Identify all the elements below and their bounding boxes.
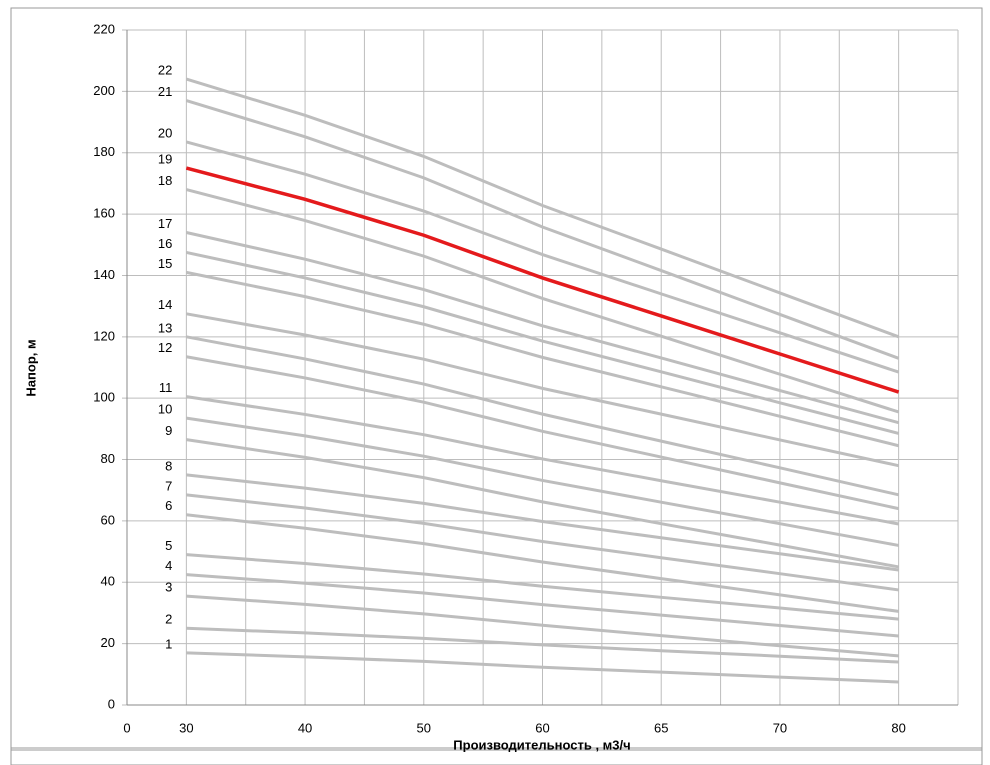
series-line	[186, 626, 899, 664]
y-tick-label: 180	[93, 144, 115, 159]
series-line	[185, 188, 900, 414]
y-tick-label: 200	[93, 83, 115, 98]
y-tick-label: 60	[101, 512, 115, 527]
x-tick-label: 40	[298, 720, 312, 735]
y-tick-label: 100	[93, 390, 115, 405]
y-tick-label: 20	[101, 635, 115, 650]
series-label: 8	[165, 458, 172, 473]
series-label: 17	[158, 216, 172, 231]
series-line	[186, 553, 899, 621]
series-line	[186, 513, 899, 613]
series-line	[186, 231, 900, 425]
series-label: 20	[158, 125, 172, 140]
series-label: 9	[165, 423, 172, 438]
series-label: 1	[165, 636, 172, 651]
series-label: 6	[165, 498, 172, 513]
y-tick-label: 120	[93, 328, 115, 343]
series-line	[186, 438, 899, 569]
y-tick-label: 220	[93, 21, 115, 36]
series-label: 10	[158, 402, 172, 417]
x-tick-label: 70	[773, 720, 787, 735]
series-label: 12	[158, 340, 172, 355]
y-tick-label: 140	[93, 267, 115, 282]
series-line	[186, 270, 900, 448]
series-line	[186, 312, 899, 468]
y-tick-label: 80	[101, 451, 115, 466]
x-tick-label: 50	[417, 720, 431, 735]
series-label: 4	[165, 558, 172, 573]
y-axis-title: Напор, м	[23, 339, 38, 396]
series-line	[186, 395, 899, 526]
series-line	[185, 77, 900, 339]
chart-frame	[10, 7, 983, 751]
y-tick-label: 0	[108, 696, 115, 711]
x-tick-label: 0	[123, 720, 130, 735]
series-label: 7	[165, 478, 172, 493]
series-label: 22	[158, 63, 172, 78]
series-label: 5	[165, 538, 172, 553]
x-tick-label: 80	[891, 720, 905, 735]
series-label: 19	[158, 152, 172, 167]
x-axis-title: Производительность , м3/ч	[453, 737, 630, 752]
series-label: 21	[158, 84, 172, 99]
series-line	[186, 335, 899, 497]
x-tick-label: 30	[179, 720, 193, 735]
series-line	[185, 140, 900, 374]
series-label: 15	[158, 256, 172, 271]
series-label: 18	[158, 173, 172, 188]
series-label: 3	[165, 580, 172, 595]
series-line	[186, 355, 899, 511]
series-line	[186, 651, 899, 684]
series-label: 14	[158, 297, 172, 312]
series-line	[186, 573, 899, 638]
series-label: 11	[159, 380, 173, 395]
series-label: 2	[165, 612, 172, 627]
x-tick-label: 65	[654, 720, 668, 735]
series-label: 13	[158, 320, 172, 335]
series-label: 16	[158, 236, 172, 251]
series-line	[185, 99, 900, 360]
series-line	[186, 416, 899, 547]
lower-frame	[10, 747, 983, 765]
y-tick-label: 40	[101, 574, 115, 589]
series-line	[186, 250, 900, 435]
y-tick-label: 160	[93, 206, 115, 221]
series-line	[186, 493, 899, 592]
series-line	[186, 473, 899, 572]
series-line	[186, 594, 899, 658]
series-line	[185, 166, 900, 394]
x-tick-label: 60	[535, 720, 549, 735]
